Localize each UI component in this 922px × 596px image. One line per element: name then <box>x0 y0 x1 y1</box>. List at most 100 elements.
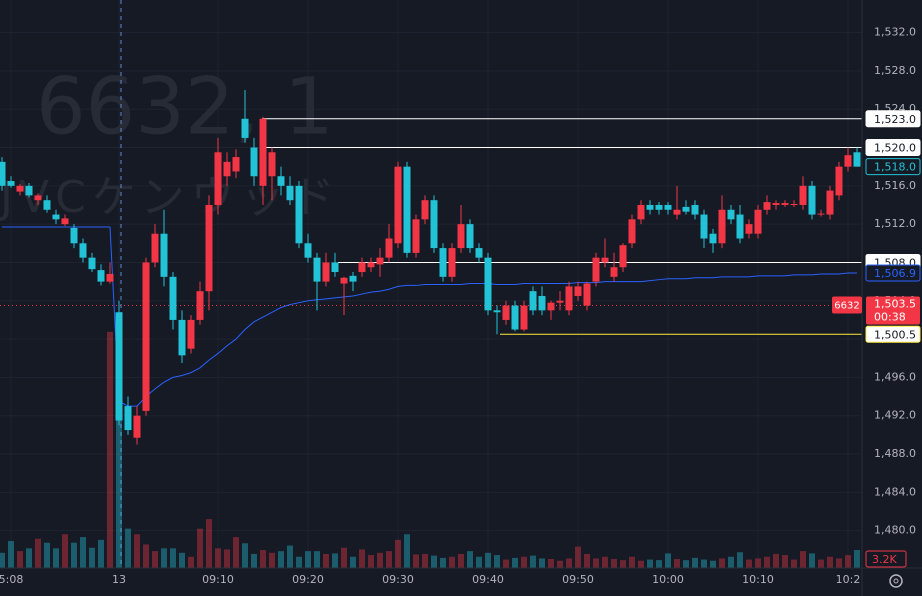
volume-bar <box>755 558 761 568</box>
volume-bar <box>359 549 365 568</box>
candle-body <box>403 166 411 253</box>
volume-bar <box>188 556 194 568</box>
x-tick-label: 10:10 <box>742 573 774 586</box>
volume-bar <box>503 559 509 568</box>
volume-bar <box>530 555 536 568</box>
volume-bar <box>593 558 599 568</box>
volume-bar <box>557 560 563 568</box>
candle-body <box>196 291 204 320</box>
volume-bar <box>260 550 266 568</box>
candle-body <box>493 310 501 313</box>
symbol-box <box>832 296 862 314</box>
volume-bar <box>242 543 248 568</box>
volume-bar <box>44 542 50 568</box>
x-tick-label: 5:08 <box>0 573 23 586</box>
y-tick-label: 1,512.0 <box>874 217 916 230</box>
vwap-label-box <box>865 264 921 282</box>
volume-bar <box>125 528 131 568</box>
volume-bar <box>251 553 257 568</box>
volume-bar <box>791 559 797 568</box>
candle-body <box>727 209 735 220</box>
candle-body <box>7 181 15 186</box>
candle-body <box>556 300 564 303</box>
candle-body <box>142 262 150 411</box>
volume-bar <box>53 548 59 568</box>
candle-body <box>340 277 348 284</box>
volume-bar <box>548 559 554 568</box>
x-tick-label: 09:50 <box>562 573 594 586</box>
volume-bar <box>314 551 320 568</box>
volume-bar <box>728 556 734 568</box>
candle-body <box>844 155 852 167</box>
candle-body <box>259 118 267 186</box>
price-line-label: 1,503.5 <box>874 298 916 311</box>
volume-bar <box>602 556 608 568</box>
candle-body <box>88 257 96 270</box>
candle-body <box>457 224 465 249</box>
candle-body <box>628 219 636 244</box>
candle-body <box>808 185 816 215</box>
candle-body <box>772 203 780 205</box>
candle-body <box>520 305 528 330</box>
candle-body <box>637 204 645 220</box>
x-tick-label: 09:30 <box>382 573 414 586</box>
volume-bar <box>98 539 104 568</box>
y-tick-label: 1,484.0 <box>874 485 916 498</box>
x-tick-label: 09:10 <box>202 573 234 586</box>
candle-body <box>115 312 123 421</box>
settings-gear[interactable] <box>889 574 903 588</box>
candle-body <box>70 227 78 244</box>
y-tick-label: 1,488.0 <box>874 447 916 460</box>
candle-body <box>304 243 312 258</box>
volume-bar <box>296 556 302 568</box>
volume-bar <box>26 548 32 568</box>
volume-bar <box>71 542 77 568</box>
candle-body <box>376 257 384 265</box>
candle-body <box>574 286 582 296</box>
volume-bar <box>800 551 806 568</box>
volume-bar <box>404 534 410 568</box>
candle-body <box>169 276 177 320</box>
candle-body <box>358 262 366 273</box>
volume-bar <box>179 552 185 568</box>
candle-body <box>763 202 771 210</box>
volume-bar <box>413 554 419 568</box>
volume-bar <box>584 553 590 568</box>
vwap-label: 1,506.9 <box>874 267 916 280</box>
volume-bar <box>305 551 311 568</box>
countdown: 00:38 <box>874 311 906 324</box>
level-label-box <box>865 110 921 128</box>
volume-bar <box>683 560 689 568</box>
volume-bar <box>575 546 581 568</box>
volume-bar <box>332 553 338 568</box>
candle-body <box>160 233 168 277</box>
settings-gear-center[interactable] <box>893 578 899 584</box>
candle-body <box>700 214 708 239</box>
candle-body <box>592 257 600 282</box>
settings-icon[interactable] <box>889 574 903 588</box>
candle-body <box>709 233 717 244</box>
candle-body <box>124 406 132 431</box>
volume-bar <box>215 548 221 568</box>
level-label: 1,520.0 <box>874 142 916 155</box>
volume-bar <box>152 551 158 568</box>
candle-body <box>178 319 186 356</box>
candle-body <box>475 248 483 258</box>
last-price-label-box <box>865 158 921 176</box>
volume-bar <box>341 547 347 568</box>
candle-body <box>853 152 861 167</box>
y-tick-label: 1,532.0 <box>874 26 916 39</box>
candle-body <box>25 185 33 196</box>
volume-bar <box>818 559 824 568</box>
candle-body <box>241 118 249 138</box>
candle-body <box>610 267 618 277</box>
volume-bar <box>287 545 293 568</box>
level-label-box <box>865 325 921 343</box>
candle-body <box>394 166 402 244</box>
volume-bar <box>710 560 716 568</box>
candle-body <box>232 157 240 172</box>
volume-bar <box>485 552 491 568</box>
candle-body <box>826 190 834 215</box>
volume-bar <box>629 556 635 568</box>
